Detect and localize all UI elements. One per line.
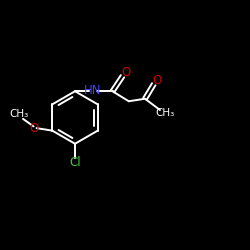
Text: HN: HN [84,84,101,96]
Text: O: O [121,66,130,79]
Text: CH₃: CH₃ [156,108,175,118]
Text: CH₃: CH₃ [9,109,28,119]
Text: O: O [152,74,162,87]
Text: Cl: Cl [69,156,81,169]
Text: O: O [29,122,38,134]
